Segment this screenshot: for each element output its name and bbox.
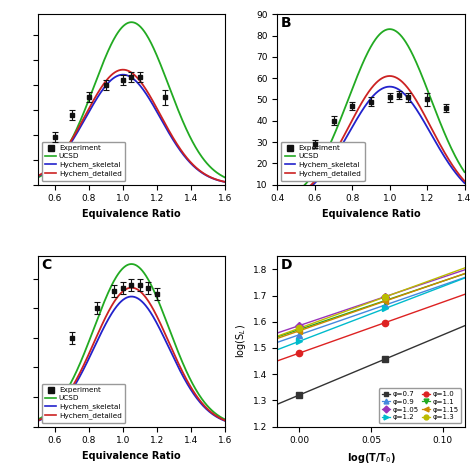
X-axis label: Equivalence Ratio: Equivalence Ratio [82,209,181,219]
Text: D: D [281,258,292,272]
X-axis label: Equivalence Ratio: Equivalence Ratio [82,451,181,461]
Y-axis label: log(S$_L$): log(S$_L$) [234,324,248,358]
Legend: Experiment, UCSD, Hychem_skeletal, Hychem_detailed: Experiment, UCSD, Hychem_skeletal, Hyche… [281,142,365,181]
X-axis label: log(T/T$_0$): log(T/T$_0$) [346,451,395,465]
Text: B: B [281,16,292,30]
Legend: Experiment, UCSD, Hychem_skeletal, Hychem_detailed: Experiment, UCSD, Hychem_skeletal, Hyche… [42,383,125,423]
X-axis label: Equivalence Ratio: Equivalence Ratio [322,209,420,219]
Legend: Experiment, UCSD, Hychem_skeletal, Hychem_detailed: Experiment, UCSD, Hychem_skeletal, Hyche… [42,142,125,181]
Legend: φ=0.7, φ=0.9, φ=1.05, φ=1.2, φ=1.0, φ=1.1, φ=1.15, φ=1.3: φ=0.7, φ=0.9, φ=1.05, φ=1.2, φ=1.0, φ=1.… [379,388,461,423]
Text: C: C [42,258,52,272]
